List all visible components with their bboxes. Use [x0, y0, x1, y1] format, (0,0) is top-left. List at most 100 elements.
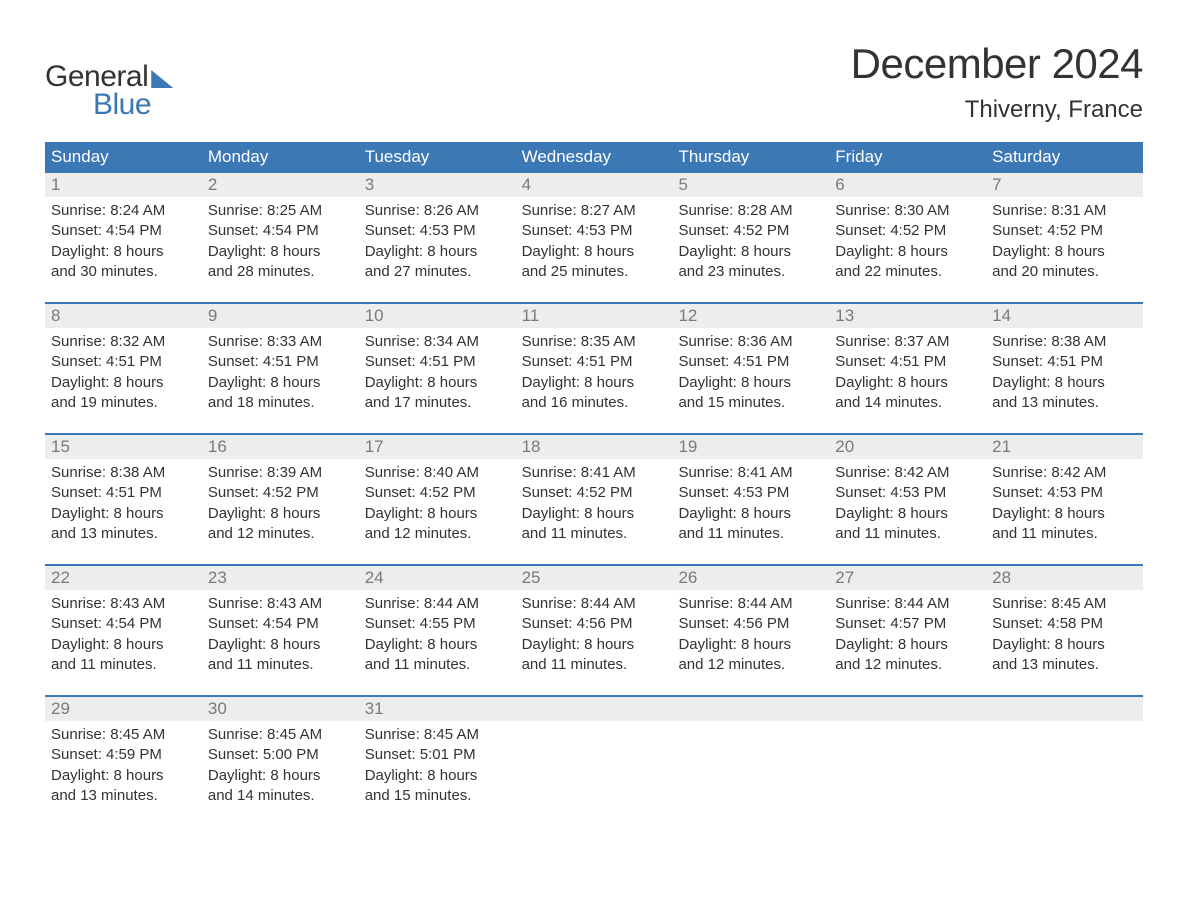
day-info-line: Sunset: 4:52 PM: [208, 483, 353, 503]
day-info-line: and 13 minutes.: [51, 524, 196, 544]
day-info-line: Sunrise: 8:33 AM: [208, 332, 353, 352]
day-number-row: 21: [986, 435, 1143, 459]
day-info-line: Sunrise: 8:40 AM: [365, 463, 510, 483]
day-body: Sunrise: 8:41 AMSunset: 4:52 PMDaylight:…: [516, 459, 673, 550]
day-number: 11: [522, 306, 540, 325]
day-header: Wednesday: [516, 142, 673, 173]
day-cell: 11Sunrise: 8:35 AMSunset: 4:51 PMDayligh…: [516, 304, 673, 419]
day-info-line: Sunset: 4:54 PM: [51, 614, 196, 634]
day-info-line: and 28 minutes.: [208, 262, 353, 282]
day-number-row: 14: [986, 304, 1143, 328]
day-number: 12: [678, 306, 697, 325]
day-info-line: and 13 minutes.: [992, 393, 1137, 413]
day-body: Sunrise: 8:41 AMSunset: 4:53 PMDaylight:…: [672, 459, 829, 550]
day-info-line: Sunrise: 8:38 AM: [51, 463, 196, 483]
day-info-line: Sunset: 4:53 PM: [522, 221, 667, 241]
day-info-line: and 15 minutes.: [365, 786, 510, 806]
day-info-line: Sunrise: 8:45 AM: [208, 725, 353, 745]
day-body: Sunrise: 8:39 AMSunset: 4:52 PMDaylight:…: [202, 459, 359, 550]
day-body: Sunrise: 8:44 AMSunset: 4:55 PMDaylight:…: [359, 590, 516, 681]
day-cell: 28Sunrise: 8:45 AMSunset: 4:58 PMDayligh…: [986, 566, 1143, 681]
day-info-line: Sunrise: 8:38 AM: [992, 332, 1137, 352]
day-info-line: Sunset: 4:52 PM: [678, 221, 823, 241]
day-body: Sunrise: 8:45 AMSunset: 4:59 PMDaylight:…: [45, 721, 202, 812]
day-info-line: Sunrise: 8:25 AM: [208, 201, 353, 221]
day-info-line: Daylight: 8 hours: [365, 242, 510, 262]
day-info-line: Daylight: 8 hours: [835, 504, 980, 524]
day-number: 19: [678, 437, 697, 456]
day-info-line: Sunset: 4:51 PM: [992, 352, 1137, 372]
day-info-line: Sunset: 4:52 PM: [522, 483, 667, 503]
day-number: 20: [835, 437, 854, 456]
day-body: Sunrise: 8:28 AMSunset: 4:52 PMDaylight:…: [672, 197, 829, 288]
day-body: Sunrise: 8:42 AMSunset: 4:53 PMDaylight:…: [829, 459, 986, 550]
day-number-row: .: [672, 697, 829, 721]
location-label: Thiverny, France: [851, 96, 1143, 124]
day-number-row: 16: [202, 435, 359, 459]
day-body: Sunrise: 8:44 AMSunset: 4:56 PMDaylight:…: [516, 590, 673, 681]
day-info-line: and 11 minutes.: [208, 655, 353, 675]
day-info-line: Daylight: 8 hours: [51, 373, 196, 393]
day-info-line: and 12 minutes.: [365, 524, 510, 544]
day-body: Sunrise: 8:24 AMSunset: 4:54 PMDaylight:…: [45, 197, 202, 288]
day-cell: 23 Sunrise: 8:43 AMSunset: 4:54 PMDayligh…: [202, 566, 359, 681]
day-info-line: Sunrise: 8:42 AM: [992, 463, 1137, 483]
day-body: Sunrise: 8:26 AMSunset: 4:53 PMDaylight:…: [359, 197, 516, 288]
day-cell: 18 Sunrise: 8:41 AMSunset: 4:52 PMDayligh…: [516, 435, 673, 550]
day-number-row: 28: [986, 566, 1143, 590]
day-cell: 7 Sunrise: 8:31 AMSunset: 4:52 PMDaylight…: [986, 173, 1143, 288]
day-body: Sunrise: 8:37 AMSunset: 4:51 PMDaylight:…: [829, 328, 986, 419]
day-body: Sunrise: 8:38 AMSunset: 4:51 PMDaylight:…: [45, 459, 202, 550]
day-number: 17: [365, 437, 384, 456]
day-number-row: 30: [202, 697, 359, 721]
day-number-row: 8: [45, 304, 202, 328]
day-info-line: Sunrise: 8:37 AM: [835, 332, 980, 352]
day-info-line: Daylight: 8 hours: [522, 635, 667, 655]
day-info-line: Sunset: 4:59 PM: [51, 745, 196, 765]
day-cell: .: [516, 697, 673, 812]
day-info-line: Sunset: 4:54 PM: [51, 221, 196, 241]
logo-text-blue: Blue: [93, 88, 173, 122]
day-number-row: 13: [829, 304, 986, 328]
day-number: 18: [522, 437, 541, 456]
day-number-row: 26: [672, 566, 829, 590]
day-number: 21: [992, 437, 1011, 456]
day-info-line: Sunrise: 8:42 AM: [835, 463, 980, 483]
day-info-line: and 11 minutes.: [522, 655, 667, 675]
day-info-line: and 12 minutes.: [835, 655, 980, 675]
day-body: Sunrise: 8:32 AMSunset: 4:51 PMDaylight:…: [45, 328, 202, 419]
day-body: Sunrise: 8:43 AMSunset: 4:54 PMDaylight:…: [202, 590, 359, 681]
day-body: Sunrise: 8:31 AMSunset: 4:52 PMDaylight:…: [986, 197, 1143, 288]
day-info-line: Sunrise: 8:39 AM: [208, 463, 353, 483]
day-info-line: Sunset: 4:51 PM: [365, 352, 510, 372]
day-info-line: Sunset: 4:57 PM: [835, 614, 980, 634]
day-cell: 22Sunrise: 8:43 AMSunset: 4:54 PMDayligh…: [45, 566, 202, 681]
day-cell: 29Sunrise: 8:45 AMSunset: 4:59 PMDayligh…: [45, 697, 202, 812]
day-info-line: Daylight: 8 hours: [835, 635, 980, 655]
day-cell: 24Sunrise: 8:44 AMSunset: 4:55 PMDayligh…: [359, 566, 516, 681]
day-number: 7: [992, 175, 1001, 194]
day-info-line: Daylight: 8 hours: [522, 242, 667, 262]
logo-flag-icon: [151, 70, 173, 88]
day-cell: 8Sunrise: 8:32 AMSunset: 4:51 PMDaylight…: [45, 304, 202, 419]
day-body: Sunrise: 8:45 AMSunset: 4:58 PMDaylight:…: [986, 590, 1143, 681]
day-cell: 10Sunrise: 8:34 AMSunset: 4:51 PMDayligh…: [359, 304, 516, 419]
day-header: Friday: [829, 142, 986, 173]
day-header: Thursday: [672, 142, 829, 173]
day-info-line: Daylight: 8 hours: [992, 373, 1137, 393]
day-info-line: Daylight: 8 hours: [835, 242, 980, 262]
day-number: 23: [208, 568, 227, 587]
week-row: 29Sunrise: 8:45 AMSunset: 4:59 PMDayligh…: [45, 695, 1143, 812]
day-header: Sunday: [45, 142, 202, 173]
day-info-line: Daylight: 8 hours: [208, 373, 353, 393]
day-info-line: Sunrise: 8:41 AM: [678, 463, 823, 483]
day-info-line: Sunset: 4:51 PM: [208, 352, 353, 372]
day-number-row: 24: [359, 566, 516, 590]
day-info-line: Sunset: 5:00 PM: [208, 745, 353, 765]
day-info-line: and 20 minutes.: [992, 262, 1137, 282]
day-info-line: and 18 minutes.: [208, 393, 353, 413]
day-number-row: 4: [516, 173, 673, 197]
day-body: Sunrise: 8:42 AMSunset: 4:53 PMDaylight:…: [986, 459, 1143, 550]
day-info-line: Sunset: 4:53 PM: [835, 483, 980, 503]
week-row: 8Sunrise: 8:32 AMSunset: 4:51 PMDaylight…: [45, 302, 1143, 419]
